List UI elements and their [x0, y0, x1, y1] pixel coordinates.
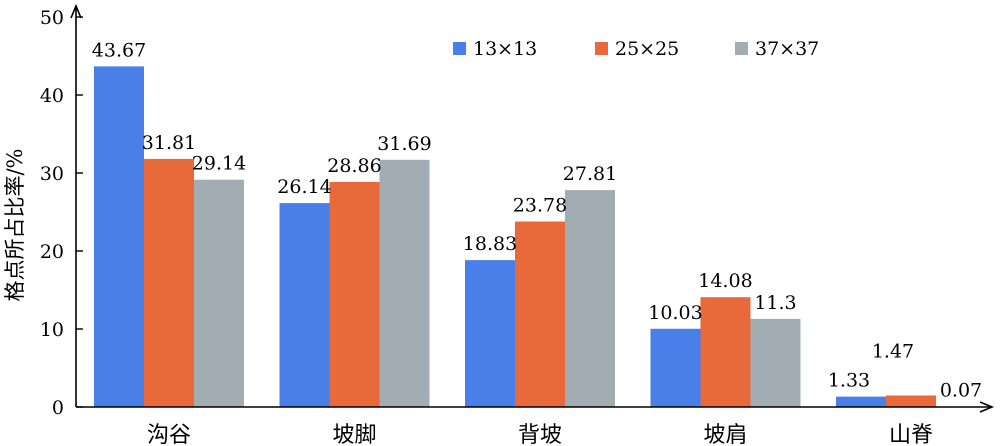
bar-13x13-2	[279, 203, 330, 407]
bar-37x37-4	[750, 318, 801, 407]
data-label: 43.67	[92, 39, 146, 61]
y-tick-label: 0	[52, 397, 64, 419]
bar-25x25-4	[700, 297, 751, 407]
bar-25x25-1	[144, 158, 194, 407]
y-axis-arrow	[70, 3, 82, 19]
x-tick-label: 背坡	[518, 423, 562, 446]
y-tick-label: 50	[40, 7, 64, 29]
data-label: 27.81	[563, 163, 617, 185]
data-label: 1.33	[828, 370, 870, 392]
y-tick-label: 40	[40, 85, 64, 107]
data-label: 28.86	[327, 155, 381, 177]
y-axis-title: 格点所占比率/%	[3, 148, 27, 301]
x-tick-label: 坡肩	[703, 423, 747, 446]
data-label: 26.14	[277, 176, 331, 198]
data-label: 11.3	[754, 292, 796, 314]
x-tick-label: 山脊	[889, 423, 933, 446]
bar-13x13-3	[465, 260, 515, 407]
bar-37x37-2	[379, 159, 430, 407]
data-label: 0.07	[940, 379, 982, 401]
legend-label: 13×13	[473, 38, 537, 60]
legend-swatch	[735, 42, 748, 55]
data-label: 1.47	[872, 341, 914, 363]
data-label: 31.81	[142, 132, 196, 154]
bar-37x37-3	[565, 190, 615, 407]
data-label: 18.83	[463, 233, 517, 255]
bar-25x25-5	[886, 395, 936, 407]
data-label: 29.14	[192, 153, 246, 175]
legend-swatch	[453, 42, 466, 55]
y-tick-label: 30	[40, 163, 64, 185]
x-tick-label: 坡脚	[332, 423, 376, 446]
data-label: 31.69	[377, 133, 431, 155]
legend-label: 37×37	[755, 38, 819, 60]
y-tick-label: 10	[40, 319, 64, 341]
data-label: 14.08	[698, 270, 752, 292]
x-axis-arrow	[979, 401, 995, 413]
bar-25x25-3	[515, 221, 565, 407]
bar-13x13-4	[650, 328, 701, 407]
legend-label: 25×25	[615, 38, 679, 60]
x-tick-label: 沟谷	[147, 423, 191, 446]
bar-13x13-5	[836, 396, 886, 407]
legend-swatch	[595, 42, 608, 55]
data-label: 10.03	[648, 302, 702, 324]
y-tick-label: 20	[40, 241, 64, 263]
bar-25x25-2	[329, 181, 380, 407]
data-label: 23.78	[513, 195, 567, 217]
bar-37x37-1	[194, 179, 244, 407]
bar-13x13-1	[94, 66, 144, 408]
